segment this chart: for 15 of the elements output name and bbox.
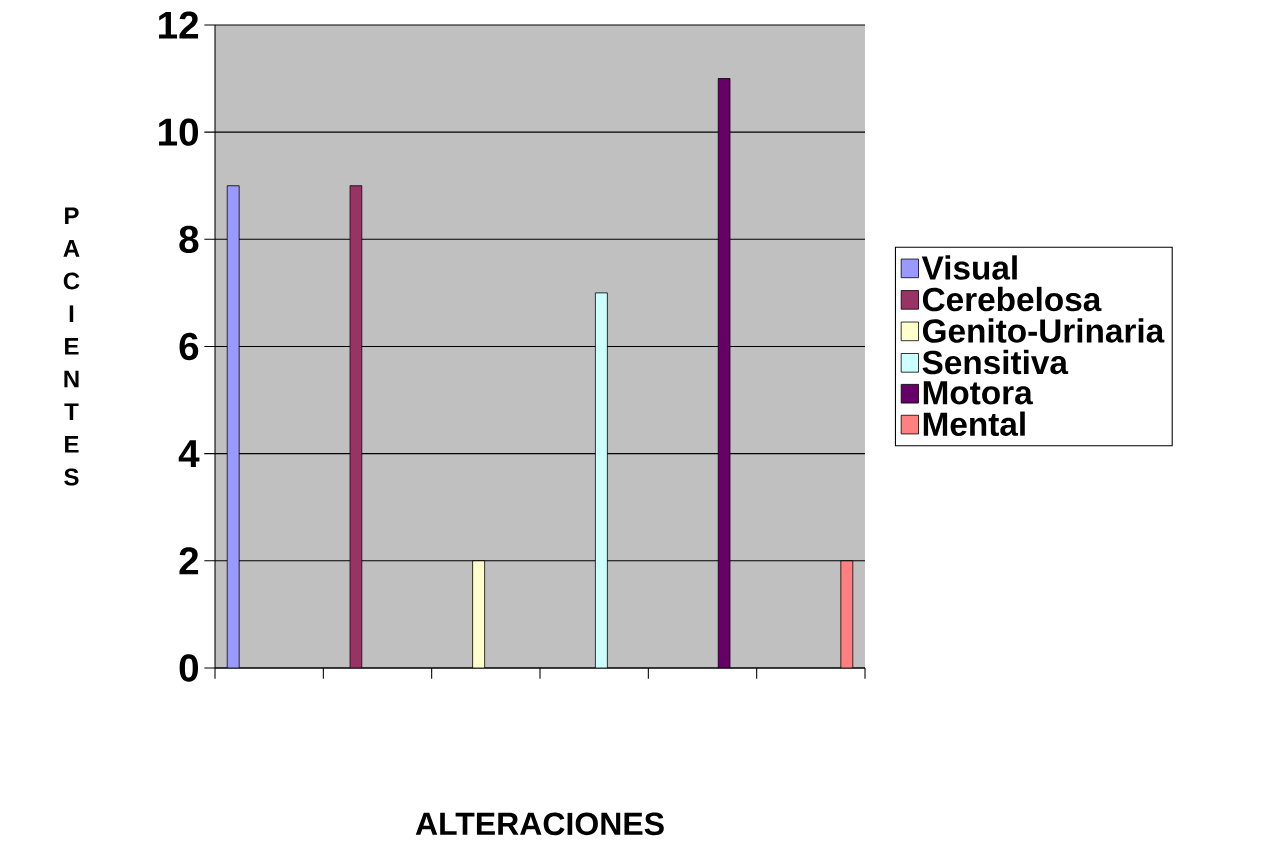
legend-label: Cerebelosa [922, 286, 1102, 312]
legend-label: Genito-Urinaria [922, 318, 1165, 343]
text: PACIENTES [63, 207, 80, 486]
y-tick-label: 2 [179, 547, 199, 575]
y-tick-label: 4 [178, 440, 200, 467]
y-tick-label: 8 [179, 225, 199, 254]
y-tick-label: 12 [159, 11, 199, 39]
y-tick-label: 10 [159, 118, 199, 146]
y-tick-label: 0 [179, 654, 199, 682]
legend-label: Visual [921, 255, 1017, 280]
legend-label: Mental [923, 411, 1025, 437]
x-axis-title: ALTERACIONES [415, 812, 664, 836]
legend-label: Motora [923, 381, 1033, 405]
legend-label: Sensitiva [922, 349, 1069, 375]
y-tick-label: 6 [179, 332, 199, 361]
